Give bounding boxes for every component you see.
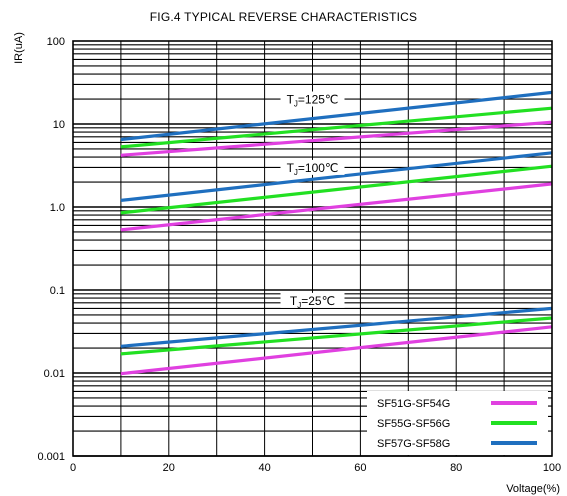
plot-frame bbox=[72, 40, 553, 457]
series-line-0 bbox=[120, 120, 553, 157]
annotation-tj-100: TJ=100℃ bbox=[280, 159, 345, 177]
chart-title: FIG.4 TYPICAL REVERSE CHARACTERISTICS bbox=[149, 10, 418, 24]
legend-item: SF51G-SF54G bbox=[377, 398, 537, 410]
series-line-2 bbox=[120, 90, 553, 142]
annotation-text: TJ=125℃ bbox=[287, 93, 339, 109]
series-lines bbox=[120, 90, 553, 376]
y-tick-label: 1.0 bbox=[50, 202, 65, 214]
annotation-text: TJ=25℃ bbox=[290, 294, 335, 310]
series-line-4 bbox=[120, 164, 553, 215]
x-tick-label: 60 bbox=[354, 462, 366, 474]
temperature-annotations: TJ=125℃ TJ=100℃ TJ=25℃ bbox=[280, 91, 345, 310]
plot-border bbox=[72, 40, 553, 457]
y-tick-label: 0.001 bbox=[37, 451, 65, 463]
legend-item: SF55G-SF56G bbox=[377, 418, 537, 430]
annotation-tj-25: TJ=25℃ bbox=[280, 292, 345, 310]
tick-labels: 0 20 40 60 80 100 0.001 0.01 0.1 1.0 10 100 bbox=[37, 36, 561, 474]
annotation-tj-125: TJ=125℃ bbox=[280, 91, 345, 109]
x-tick-label: 80 bbox=[450, 462, 462, 474]
annotation-bg bbox=[280, 91, 345, 107]
y-tick-label: 10 bbox=[53, 119, 65, 131]
x-axis-label: Voltage(%) bbox=[506, 483, 560, 495]
x-tick-label: 40 bbox=[258, 462, 270, 474]
axis-labels: Voltage(%) IR(uA) bbox=[13, 32, 560, 495]
annotation-bg bbox=[280, 159, 345, 175]
y-tick-label: 0.01 bbox=[44, 368, 65, 380]
legend: SF51G-SF54G SF55G-SF56G SF57G-SF58G bbox=[367, 391, 548, 455]
y-tick-label: 100 bbox=[47, 36, 65, 48]
legend-item: SF57G-SF58G bbox=[377, 438, 537, 450]
y-tick-label: 0.1 bbox=[50, 285, 65, 297]
legend-label: SF55G-SF56G bbox=[377, 418, 450, 430]
x-tick-label: 100 bbox=[543, 462, 561, 474]
y-axis-label: IR(uA) bbox=[13, 32, 25, 64]
legend-label: SF51G-SF54G bbox=[377, 398, 450, 410]
x-tick-label: 20 bbox=[163, 462, 175, 474]
annotation-bg bbox=[280, 292, 345, 308]
series-line-6 bbox=[120, 325, 553, 376]
series-line-1 bbox=[120, 106, 553, 149]
series-line-5 bbox=[120, 151, 553, 202]
series-line-8 bbox=[120, 306, 553, 348]
x-tick-label: 0 bbox=[70, 462, 76, 474]
series-line-3 bbox=[120, 182, 553, 232]
legend-label: SF57G-SF58G bbox=[377, 438, 450, 450]
series-line-7 bbox=[120, 316, 553, 356]
annotation-text: TJ=100℃ bbox=[287, 161, 339, 177]
